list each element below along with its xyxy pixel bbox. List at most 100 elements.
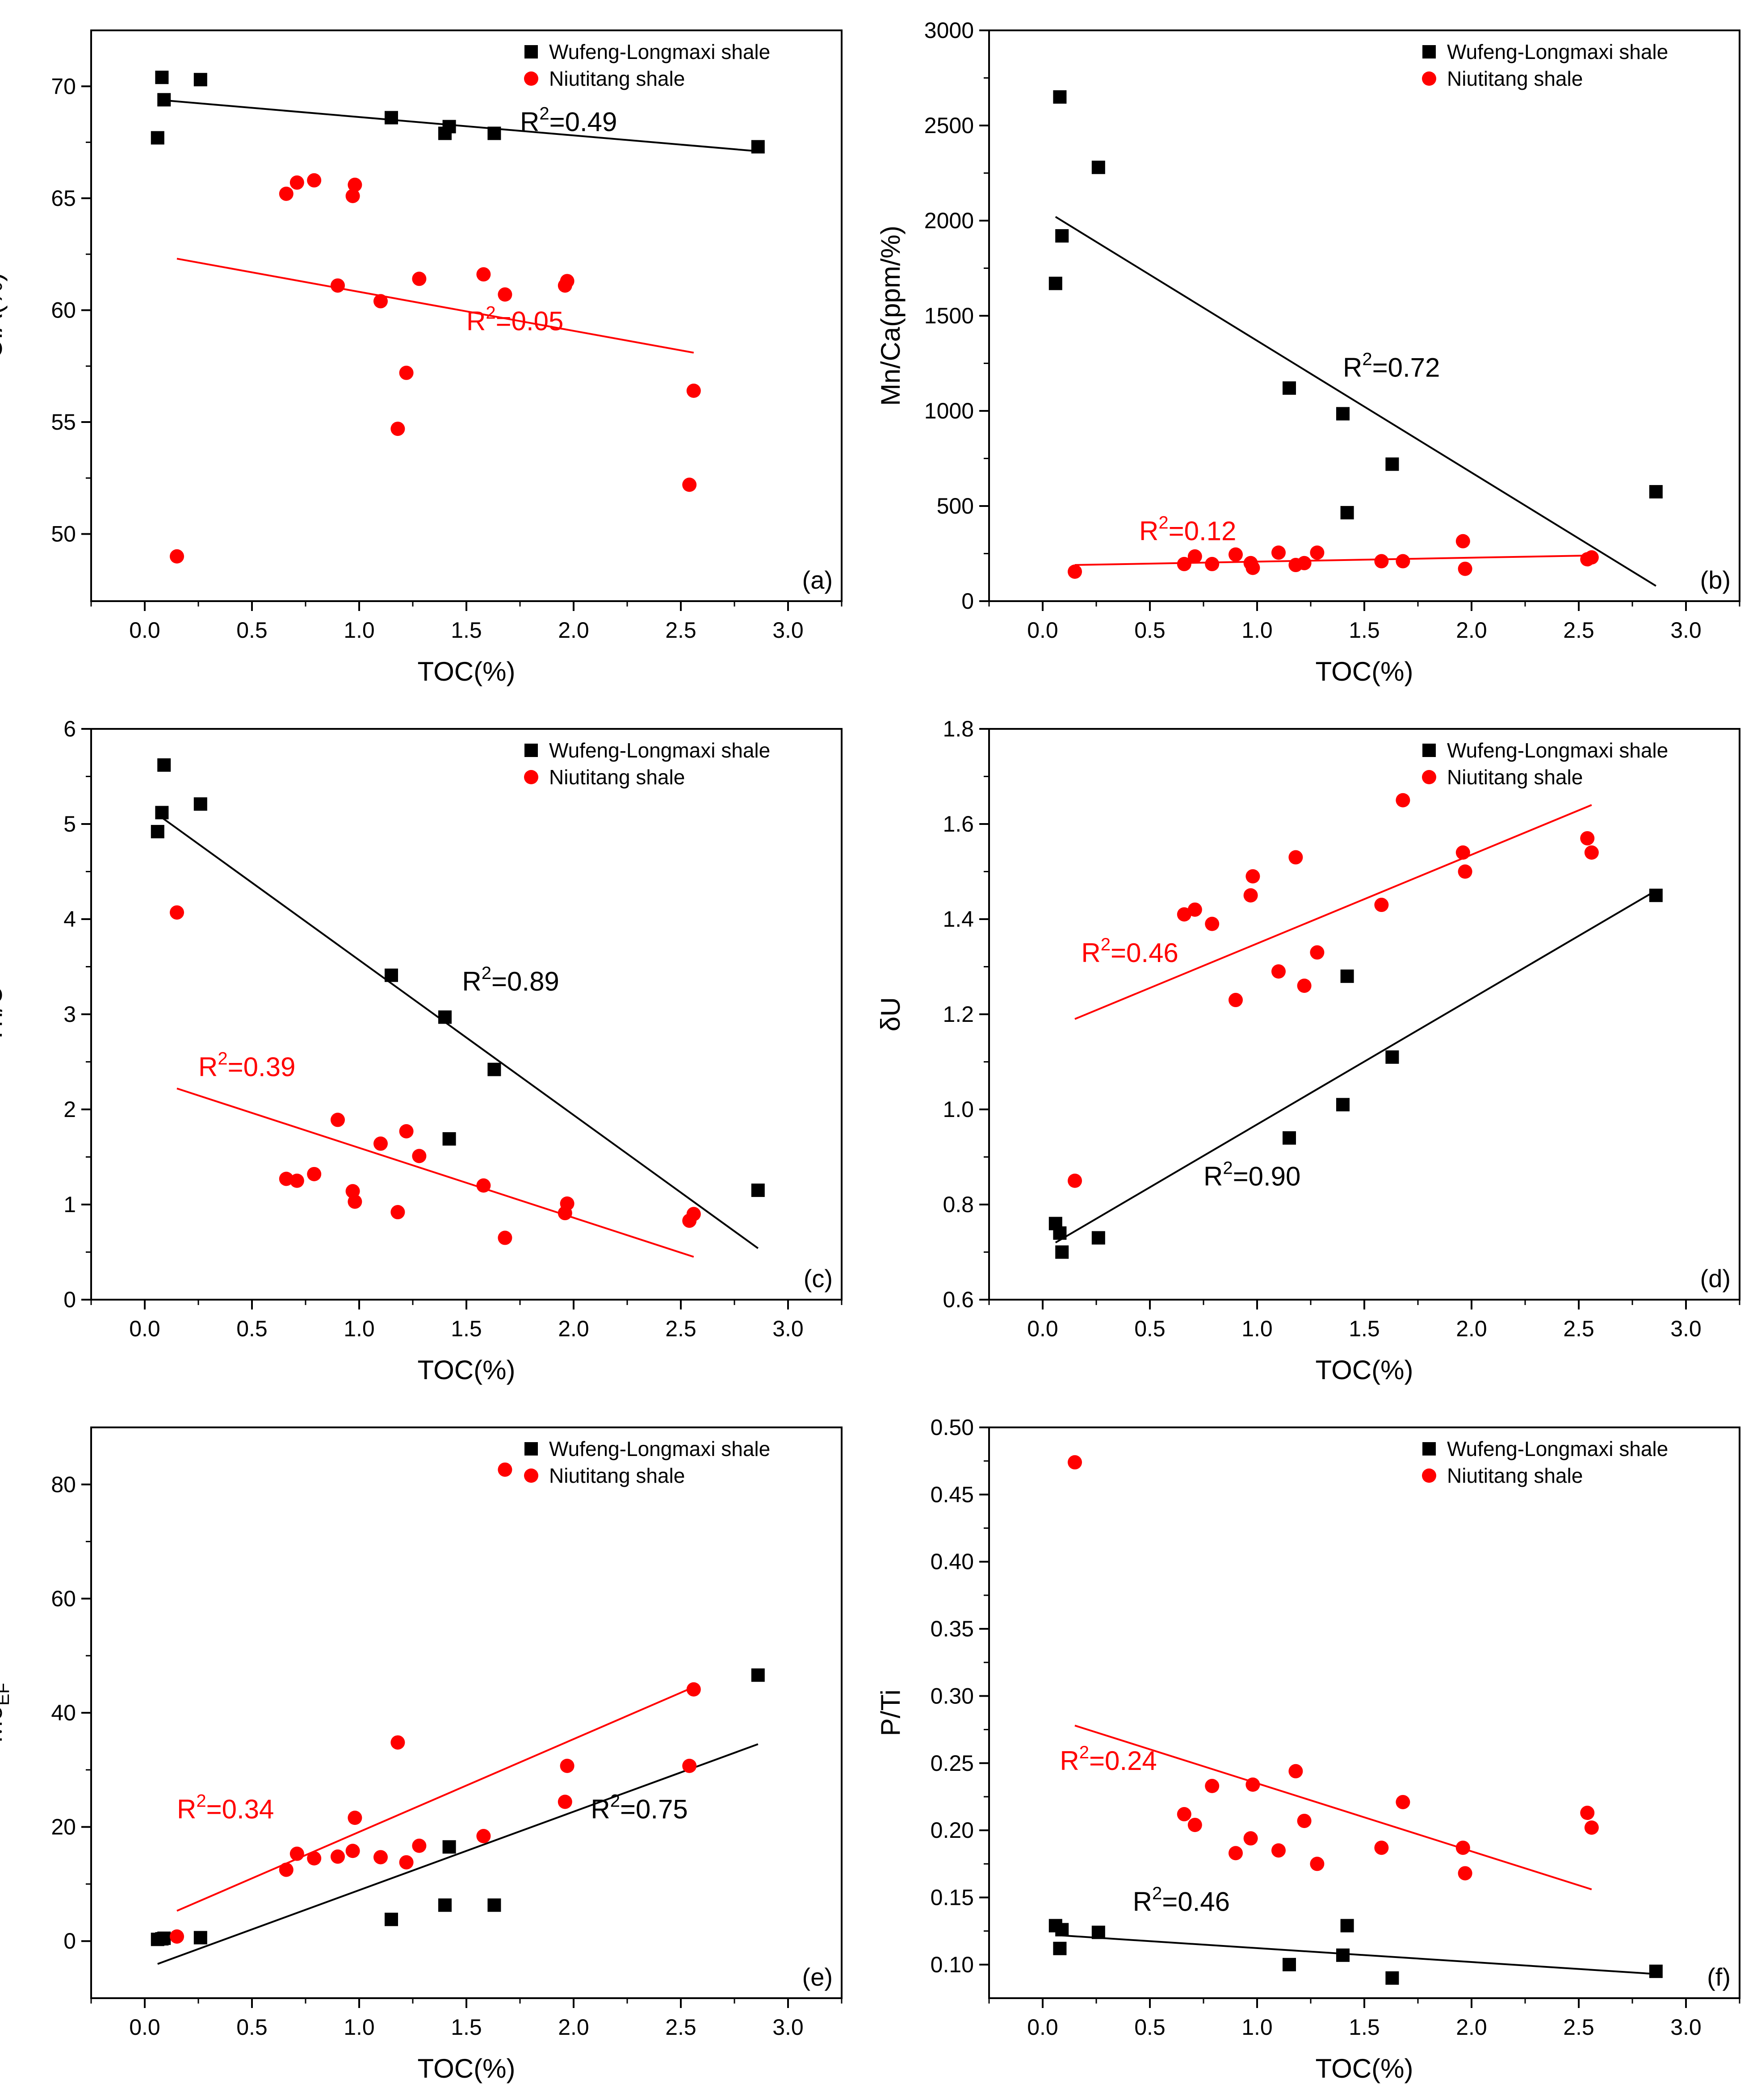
data-point-square bbox=[438, 1010, 452, 1024]
r-squared-value: =0.46 bbox=[1162, 1887, 1230, 1917]
x-tick-label: 1.0 bbox=[344, 1316, 375, 1341]
legend-marker-circle bbox=[524, 1468, 538, 1483]
data-point-square bbox=[751, 1184, 765, 1197]
data-point-circle bbox=[560, 274, 574, 289]
data-point-circle bbox=[1271, 964, 1286, 979]
data-point-circle bbox=[279, 1862, 294, 1877]
r-squared-value: =0.34 bbox=[206, 1794, 274, 1824]
r-squared-value: =0.12 bbox=[1169, 516, 1237, 546]
regression-line bbox=[1074, 1724, 1592, 1891]
legend-marker-square bbox=[1422, 45, 1436, 59]
data-point-circle bbox=[1205, 916, 1220, 931]
data-point-circle bbox=[686, 1207, 701, 1222]
legend-entry: Niutitang shale bbox=[524, 1464, 685, 1487]
x-tick-label: 2.5 bbox=[665, 1316, 696, 1341]
x-tick-label: 2.0 bbox=[1456, 2015, 1487, 2040]
r-letter: R bbox=[462, 966, 481, 996]
data-point-square bbox=[1091, 1231, 1105, 1245]
data-point-circle bbox=[476, 1178, 491, 1193]
data-point-circle bbox=[1584, 1820, 1599, 1835]
data-point-circle bbox=[1245, 869, 1260, 884]
x-tick-label: 2.0 bbox=[1456, 618, 1487, 643]
superscript-2: 2 bbox=[1152, 1884, 1162, 1903]
y-tick-label: 0.35 bbox=[931, 1616, 974, 1641]
data-point-circle bbox=[1068, 1173, 1082, 1188]
data-point-circle bbox=[682, 1758, 697, 1773]
superscript-2: 2 bbox=[1223, 1158, 1233, 1178]
r-squared-label: R2=0.05 bbox=[466, 303, 563, 336]
plot-frame bbox=[988, 728, 1740, 1301]
x-tick-label: 0.5 bbox=[1134, 2015, 1166, 2040]
y-tick-label: 70 bbox=[51, 74, 76, 99]
legend-label: Niutitang shale bbox=[549, 67, 685, 90]
r-squared-label: R2=0.46 bbox=[1133, 1884, 1230, 1917]
data-point-circle bbox=[686, 383, 701, 398]
data-point-square bbox=[1055, 1245, 1069, 1259]
data-point-square bbox=[751, 140, 765, 154]
data-point-circle bbox=[1374, 554, 1389, 569]
x-tick-label: 2.5 bbox=[1563, 618, 1594, 643]
y-tick-label: 3000 bbox=[924, 18, 974, 43]
y-tick-label: 0.8 bbox=[943, 1192, 974, 1217]
data-point-circle bbox=[1243, 1831, 1258, 1846]
superscript-2: 2 bbox=[482, 963, 491, 983]
legend-label: Wufeng-Longmaxi shale bbox=[549, 1437, 770, 1460]
data-point-circle bbox=[331, 1113, 345, 1127]
regression-line bbox=[176, 1686, 694, 1912]
legend-marker-square bbox=[524, 744, 538, 757]
data-point-square bbox=[193, 73, 207, 87]
series-wufeng-longmaxi: R2=0.75 bbox=[151, 1668, 765, 1965]
superscript-2: 2 bbox=[539, 104, 549, 124]
y-tick-label: 0.40 bbox=[931, 1549, 974, 1574]
x-axis-label: TOC(%) bbox=[418, 2054, 516, 2083]
y-tick-label: 55 bbox=[51, 410, 76, 435]
panel-label: (f) bbox=[1707, 1963, 1731, 1991]
legend-marker-circle bbox=[1422, 770, 1436, 784]
data-point-square bbox=[438, 1898, 452, 1912]
data-point-square bbox=[487, 1063, 501, 1076]
regression-line bbox=[176, 258, 694, 354]
regression-line bbox=[157, 1743, 759, 1965]
x-tick-label: 0.0 bbox=[129, 1316, 160, 1341]
data-point-circle bbox=[1068, 564, 1082, 579]
legend-entry: Niutitang shale bbox=[524, 67, 685, 90]
data-point-square bbox=[193, 797, 207, 811]
x-axis-label: TOC(%) bbox=[1316, 2054, 1413, 2083]
x-tick-label: 0.5 bbox=[236, 1316, 268, 1341]
data-point-square bbox=[1649, 1964, 1663, 1978]
y-tick-label: 4 bbox=[63, 907, 76, 932]
y-tick-label: 500 bbox=[937, 494, 974, 519]
data-point-circle bbox=[348, 1194, 362, 1209]
legend-entry: Wufeng-Longmaxi shale bbox=[1422, 739, 1668, 762]
data-point-circle bbox=[289, 175, 304, 190]
x-tick-label: 1.0 bbox=[1241, 618, 1273, 643]
data-point-square bbox=[193, 1931, 207, 1945]
plot-frame bbox=[90, 728, 843, 1301]
legend-label: Niutitang shale bbox=[549, 1464, 685, 1487]
data-point-square bbox=[157, 93, 171, 107]
legend-label: Wufeng-Longmaxi shale bbox=[1447, 739, 1668, 762]
data-point-circle bbox=[1229, 1846, 1243, 1861]
data-point-circle bbox=[686, 1682, 701, 1697]
x-tick-label: 0.0 bbox=[129, 2015, 160, 2040]
y-tick-label: 0.50 bbox=[931, 1415, 974, 1440]
regression-line bbox=[176, 1088, 694, 1258]
series-niutitang: R2=0.34 bbox=[170, 1462, 701, 1944]
r-letter: R bbox=[1060, 1746, 1079, 1776]
x-tick-label: 3.0 bbox=[1670, 618, 1702, 643]
data-point-square bbox=[487, 126, 501, 140]
y-tick-label: 0 bbox=[63, 1287, 76, 1312]
y-tick-label: 1.6 bbox=[943, 812, 974, 837]
data-point-circle bbox=[289, 1173, 304, 1188]
superscript-2: 2 bbox=[1079, 1743, 1089, 1762]
legend-label: Niutitang shale bbox=[1447, 766, 1583, 789]
data-point-circle bbox=[1580, 831, 1595, 845]
superscript-2: 2 bbox=[1158, 513, 1168, 533]
x-tick-label: 1.5 bbox=[1349, 2015, 1380, 2040]
series-wufeng-longmaxi: R2=0.49 bbox=[151, 71, 765, 154]
legend-marker-square bbox=[1422, 1442, 1436, 1456]
data-point-circle bbox=[1205, 556, 1220, 571]
x-tick-label: 3.0 bbox=[772, 618, 804, 643]
x-axis-label: TOC(%) bbox=[1316, 657, 1413, 686]
